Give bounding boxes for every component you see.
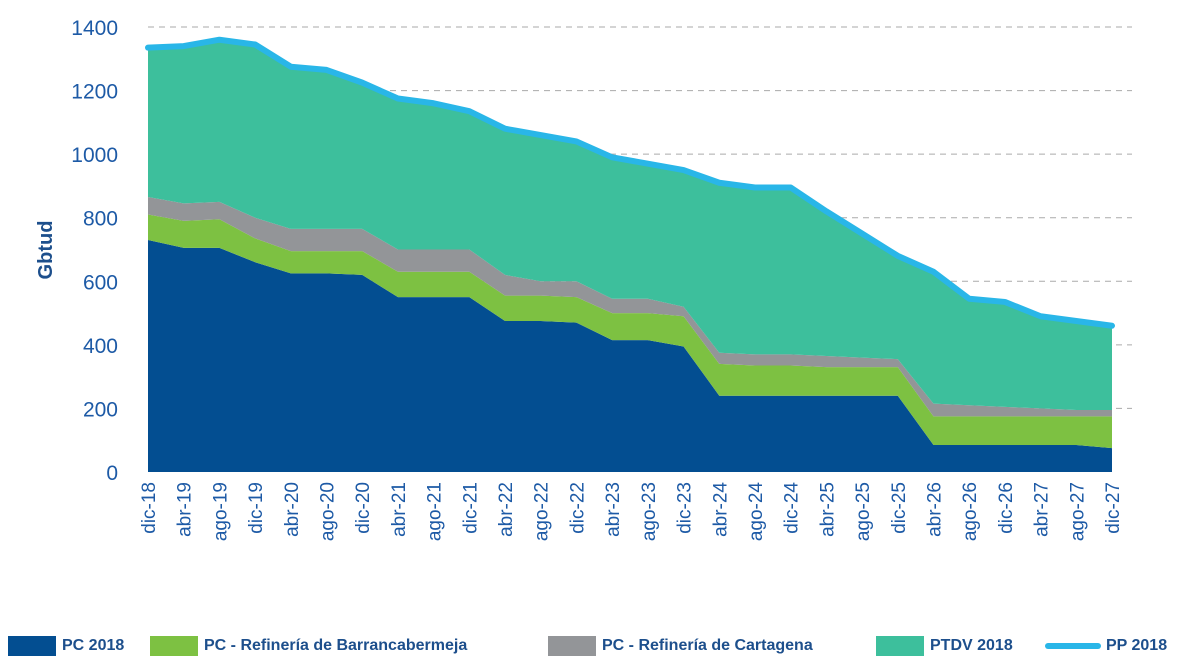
x-tick-label: dic-25 [889,482,910,534]
x-tick-label: abr-22 [496,482,517,537]
x-tick-label: ago-24 [746,482,767,542]
x-tick-label: abr-26 [924,482,945,537]
x-tick-label: ago-23 [639,482,660,541]
x-tick-label: ago-19 [210,482,231,541]
x-tick-label: dic-18 [139,482,160,534]
y-tick-label: 600 [83,271,118,294]
x-tick-label: abr-23 [603,482,624,537]
y-tick-label: 0 [106,462,118,485]
x-tick-label: ago-20 [318,482,339,541]
y-tick-label: 1400 [71,17,118,40]
y-tick-label: 400 [83,335,118,358]
x-tick-label: dic-19 [246,482,267,534]
legend-label: PP 2018 [1106,637,1167,654]
x-tick-label: ago-27 [1067,482,1088,541]
legend-swatch [150,636,198,656]
x-tick-label: abr-20 [282,482,303,537]
x-tick-label: abr-25 [817,482,838,537]
x-tick-label: dic-24 [782,482,803,534]
x-tick-label: ago-25 [853,482,874,541]
x-tick-label: abr-27 [1032,482,1053,537]
x-tick-label: dic-22 [567,482,588,534]
x-tick-label: abr-24 [710,482,731,537]
area [148,214,1112,449]
legend-swatch [548,636,596,656]
area [148,239,1112,472]
legend-swatch [876,636,924,656]
y-axis-label: Gbtud [35,221,57,280]
legend-label: PC 2018 [62,637,124,654]
legend-label: PC - Refinería de Cartagena [602,637,813,654]
y-tick-label: 200 [83,398,118,421]
y-tick-label: 1000 [71,144,118,167]
legend-label: PC - Refinería de Barrancabermeja [204,637,467,654]
x-tick-label: dic-23 [675,482,696,534]
x-tick-label: abr-21 [389,482,410,537]
x-tick-label: dic-27 [1103,482,1124,534]
y-tick-label: 1200 [71,81,118,104]
x-tick-label: dic-21 [460,482,481,534]
x-tick-label: ago-21 [425,482,446,541]
area [148,197,1112,417]
y-tick-label: 800 [83,208,118,231]
x-tick-label: ago-22 [532,482,553,541]
x-tick-label: ago-26 [960,482,981,541]
line [145,36,1115,329]
area [148,39,1112,411]
x-tick-label: dic-26 [996,482,1017,534]
x-tick-label: abr-19 [175,482,196,537]
x-tick-label: dic-20 [353,482,374,534]
legend-swatch [8,636,56,656]
legend-label: PTDV 2018 [930,637,1013,654]
